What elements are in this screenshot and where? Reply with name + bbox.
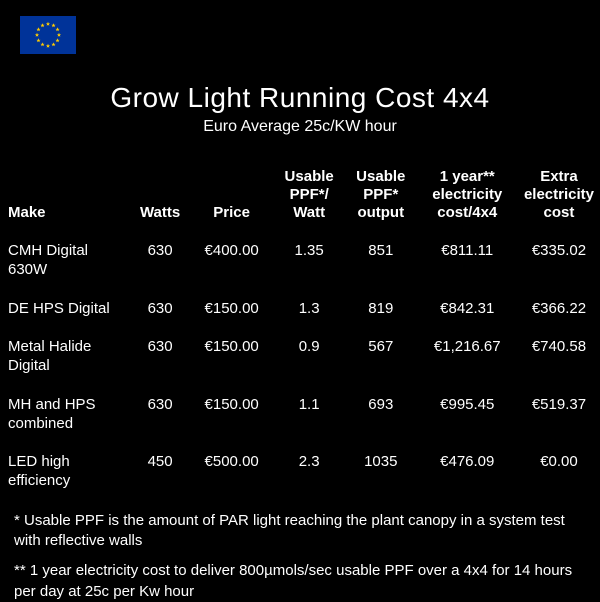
cell-price: €400.00 [190, 232, 273, 290]
cell-watts: 630 [130, 328, 190, 386]
cost-table: MakeWattsPriceUsable PPF*/ WattUsable PP… [0, 164, 600, 501]
cell-ppf_out: 1035 [345, 443, 417, 501]
cell-price: €150.00 [190, 328, 273, 386]
cell-ppf_out: 567 [345, 328, 417, 386]
cell-price: €150.00 [190, 386, 273, 444]
cell-extra_cost: €335.02 [518, 232, 600, 290]
cell-watts: 450 [130, 443, 190, 501]
footnote-1: * Usable PPF is the amount of PAR light … [14, 511, 586, 552]
table-row: Metal Halide Digital630€150.000.9567€1,2… [0, 328, 600, 386]
table-header-ppf_out: Usable PPF* output [345, 164, 417, 232]
cell-year_cost: €842.31 [417, 290, 518, 329]
cell-price: €150.00 [190, 290, 273, 329]
page-title: Grow Light Running Cost 4x4 [0, 82, 600, 114]
cell-ppf_watt: 1.35 [273, 232, 345, 290]
cell-ppf_watt: 2.3 [273, 443, 345, 501]
cell-year_cost: €811.11 [417, 232, 518, 290]
cell-ppf_out: 693 [345, 386, 417, 444]
cell-extra_cost: €519.37 [518, 386, 600, 444]
table-header-row: MakeWattsPriceUsable PPF*/ WattUsable PP… [0, 164, 600, 232]
cell-ppf_watt: 1.3 [273, 290, 345, 329]
cell-extra_cost: €366.22 [518, 290, 600, 329]
cell-ppf_watt: 0.9 [273, 328, 345, 386]
footnote-2: ** 1 year electricity cost to deliver 80… [14, 561, 586, 602]
table-row: MH and HPS combined630€150.001.1693€995.… [0, 386, 600, 444]
cell-ppf_out: 851 [345, 232, 417, 290]
cell-watts: 630 [130, 232, 190, 290]
cell-make: Metal Halide Digital [0, 328, 130, 386]
cell-make: LED high efficiency [0, 443, 130, 501]
table-header-ppf_watt: Usable PPF*/ Watt [273, 164, 345, 232]
eu-flag-icon [20, 16, 76, 54]
cell-year_cost: €476.09 [417, 443, 518, 501]
footnotes: * Usable PPF is the amount of PAR light … [0, 501, 600, 602]
cell-extra_cost: €740.58 [518, 328, 600, 386]
table-header-extra_cost: Extra electricity cost [518, 164, 600, 232]
cell-make: MH and HPS combined [0, 386, 130, 444]
cell-make: CMH Digital 630W [0, 232, 130, 290]
table-row: DE HPS Digital630€150.001.3819€842.31€36… [0, 290, 600, 329]
page-subtitle: Euro Average 25c/KW hour [0, 118, 600, 136]
table-header-watts: Watts [130, 164, 190, 232]
cell-price: €500.00 [190, 443, 273, 501]
cell-ppf_out: 819 [345, 290, 417, 329]
cell-year_cost: €995.45 [417, 386, 518, 444]
cell-extra_cost: €0.00 [518, 443, 600, 501]
table-row: LED high efficiency450€500.002.31035€476… [0, 443, 600, 501]
table-row: CMH Digital 630W630€400.001.35851€811.11… [0, 232, 600, 290]
content-area: Grow Light Running Cost 4x4 Euro Average… [0, 0, 600, 602]
table-header-year_cost: 1 year** electricity cost/4x4 [417, 164, 518, 232]
table-header-price: Price [190, 164, 273, 232]
cell-watts: 630 [130, 290, 190, 329]
table-header-make: Make [0, 164, 130, 232]
cell-ppf_watt: 1.1 [273, 386, 345, 444]
cell-year_cost: €1,216.67 [417, 328, 518, 386]
cell-watts: 630 [130, 386, 190, 444]
cell-make: DE HPS Digital [0, 290, 130, 329]
